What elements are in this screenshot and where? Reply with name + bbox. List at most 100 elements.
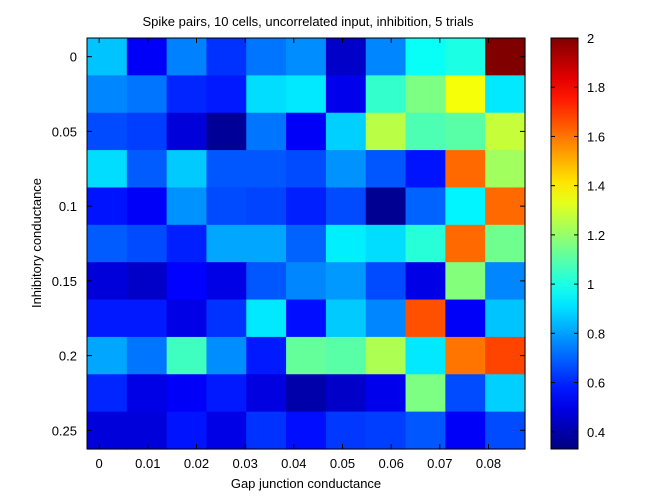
heatmap-cell bbox=[325, 187, 367, 226]
heatmap-cell bbox=[445, 299, 486, 338]
heatmap-cell bbox=[246, 224, 287, 263]
heatmap-cell bbox=[126, 224, 168, 263]
heatmap-cell bbox=[87, 75, 128, 114]
heatmap-cell bbox=[365, 187, 407, 226]
y-axis-label: Inhibitory conductance bbox=[29, 178, 44, 308]
heatmap-cell bbox=[365, 224, 407, 263]
heatmap-cell bbox=[365, 75, 407, 114]
x-tick-label: 0.01 bbox=[135, 456, 160, 471]
heatmap-cell bbox=[206, 411, 247, 450]
heatmap-cell bbox=[286, 336, 327, 375]
heatmap-cell bbox=[485, 187, 526, 226]
heatmap-cell bbox=[126, 75, 168, 114]
heatmap-cell bbox=[246, 75, 287, 114]
heatmap-cell bbox=[485, 150, 526, 189]
heatmap-cell bbox=[445, 374, 486, 413]
heatmap-cell bbox=[166, 299, 208, 338]
heatmap-cell bbox=[166, 187, 208, 226]
heatmap-cell bbox=[246, 336, 287, 375]
heatmap-cell bbox=[87, 150, 128, 189]
heatmap-cells bbox=[87, 38, 526, 450]
colorbar-gradient bbox=[551, 38, 578, 449]
heatmap-cell bbox=[87, 187, 128, 226]
heatmap-cell bbox=[405, 75, 446, 114]
heatmap-cell bbox=[87, 336, 128, 375]
heatmap-cell bbox=[405, 411, 446, 450]
heatmap-cell bbox=[166, 38, 208, 76]
heatmap-cell bbox=[286, 75, 327, 114]
heatmap-cell bbox=[87, 374, 128, 413]
heatmap-cell bbox=[126, 374, 168, 413]
heatmap-cell bbox=[365, 299, 407, 338]
heatmap-cell bbox=[286, 262, 327, 301]
heatmap-cell bbox=[325, 224, 367, 263]
heatmap-cell bbox=[405, 187, 446, 226]
y-tick-label: 0.05 bbox=[52, 124, 77, 139]
y-tick-label: 0.2 bbox=[59, 349, 77, 364]
heatmap-cell bbox=[325, 299, 367, 338]
y-axis-ticks: 0 0.05 0.1 0.15 0.2 0.25 bbox=[52, 50, 525, 438]
heatmap-cell bbox=[246, 38, 287, 76]
heatmap-cell bbox=[365, 38, 407, 76]
heatmap-cell bbox=[405, 299, 446, 338]
heatmap-cell bbox=[246, 299, 287, 338]
heatmap-cell bbox=[206, 262, 247, 301]
heatmap-cell bbox=[365, 262, 407, 301]
heatmap-cell bbox=[445, 411, 486, 450]
heatmap-cell bbox=[246, 150, 287, 189]
heatmap-cell bbox=[405, 112, 446, 151]
heatmap-cell bbox=[445, 38, 486, 76]
colorbar-tick-label: 1.2 bbox=[587, 228, 605, 243]
heatmap-cell bbox=[365, 336, 407, 375]
colorbar-border bbox=[550, 37, 579, 450]
heatmap-cell bbox=[206, 224, 247, 263]
heatmap-cell bbox=[206, 75, 247, 114]
heatmap-cell bbox=[166, 336, 208, 375]
heatmap-cell bbox=[126, 262, 168, 301]
y-tick-label: 0 bbox=[70, 50, 77, 65]
heatmap-cell bbox=[445, 224, 486, 263]
x-tick-label: 0.03 bbox=[233, 456, 258, 471]
heatmap-cell bbox=[485, 75, 526, 114]
heatmap-cell bbox=[365, 374, 407, 413]
heatmap-cell bbox=[126, 112, 168, 151]
heatmap-cell bbox=[405, 374, 446, 413]
heatmap-cell bbox=[87, 262, 128, 301]
heatmap-cell bbox=[325, 150, 367, 189]
heatmap-cell bbox=[166, 262, 208, 301]
heatmap-cell bbox=[166, 411, 208, 450]
heatmap-cell bbox=[445, 187, 486, 226]
heatmap-cell bbox=[325, 38, 367, 76]
colorbar-tick-label: 0.4 bbox=[587, 425, 605, 440]
heatmap-cell bbox=[485, 262, 526, 301]
heatmap-cell bbox=[286, 187, 327, 226]
heatmap-cell bbox=[206, 112, 247, 151]
heatmap-cell bbox=[286, 112, 327, 151]
heatmap-cell bbox=[485, 38, 526, 76]
heatmap-cell bbox=[286, 299, 327, 338]
heatmap-cell bbox=[206, 374, 247, 413]
heatmap-cell bbox=[405, 224, 446, 263]
heatmap-cell bbox=[87, 411, 128, 450]
heatmap-cell bbox=[126, 299, 168, 338]
x-axis-label: Gap junction conductance bbox=[231, 476, 381, 491]
colorbar-ticks: 0.4 0.6 0.8 1 1.2 1.4 1.6 1.8 2 bbox=[551, 31, 605, 440]
colorbar-tick-label: 1.6 bbox=[587, 129, 605, 144]
heatmap-cell bbox=[485, 336, 526, 375]
heatmap-cell bbox=[246, 112, 287, 151]
y-tick-label: 0.1 bbox=[59, 199, 77, 214]
heatmap-cell bbox=[405, 336, 446, 375]
heatmap-cell bbox=[246, 262, 287, 301]
heatmap-cell bbox=[405, 150, 446, 189]
heatmap-cell bbox=[445, 262, 486, 301]
heatmap-cell bbox=[445, 112, 486, 151]
heatmap-cell bbox=[445, 75, 486, 114]
colorbar: 0.4 0.6 0.8 1 1.2 1.4 1.6 1.8 2 bbox=[550, 31, 605, 450]
heatmap-cell bbox=[286, 374, 327, 413]
heatmap-cell bbox=[126, 336, 168, 375]
heatmap-cell bbox=[485, 411, 526, 450]
heatmap-cell bbox=[166, 374, 208, 413]
heatmap-cell bbox=[286, 38, 327, 76]
heatmap-cell bbox=[87, 38, 128, 76]
